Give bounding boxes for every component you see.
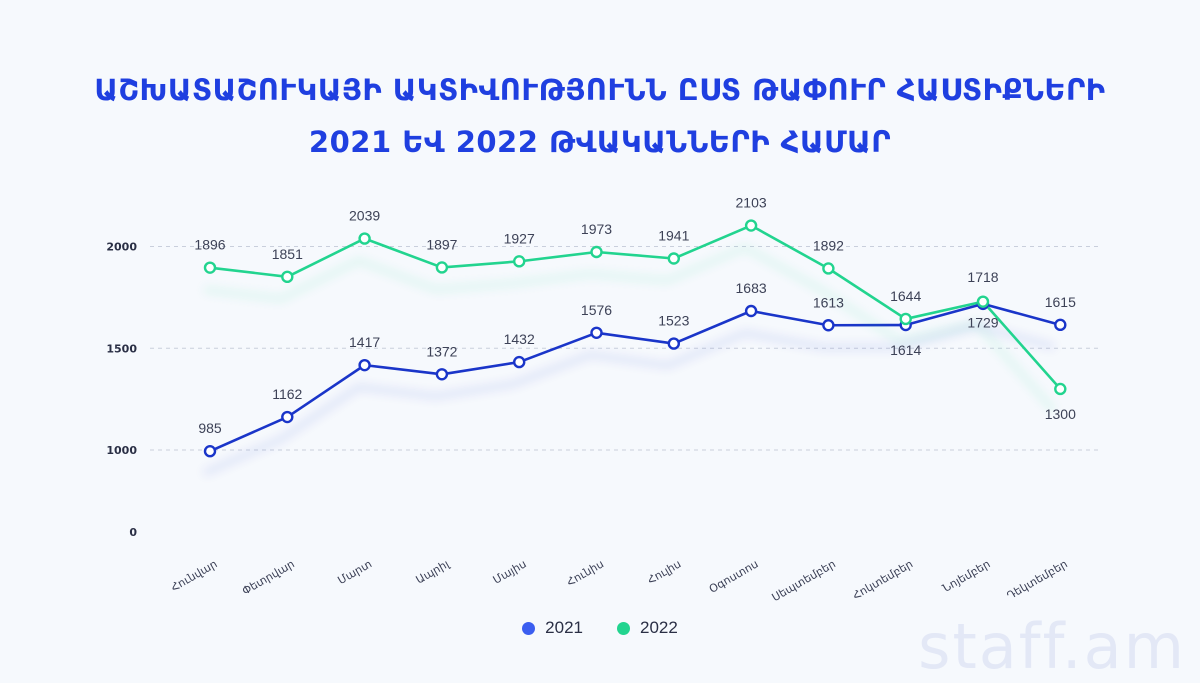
legend-label-2021: 2021 [545, 618, 583, 637]
point-2021-8[interactable] [822, 319, 835, 332]
point-2022-4[interactable] [513, 255, 526, 268]
point-2022-1[interactable] [281, 270, 294, 284]
data-label-2021-10: 1718 [967, 269, 998, 285]
point-2022-3[interactable] [435, 261, 449, 274]
x-axis-labels: Հունվար Փետրվար Մարտ Ապրիլ Մայիս Հունիս Հուլիս… [169, 557, 1070, 604]
data-label-2022-7: 2103 [736, 195, 767, 211]
series-line-2022 [209, 224, 1062, 390]
point-2021-4[interactable] [513, 355, 526, 369]
point-2022-7[interactable] [744, 219, 758, 232]
data-label-2021-8: 1613 [813, 294, 844, 310]
data-label-2021-2: 1417 [349, 334, 380, 350]
data-label-2021-4: 1432 [504, 331, 535, 347]
data-label-2022-6: 1941 [658, 228, 689, 244]
legend-item-2021[interactable]: 2021 [522, 618, 583, 638]
point-2022-5[interactable] [590, 245, 603, 259]
y-tick-label: 2000 [106, 241, 137, 254]
x-tick-label: Սեպտեմբեր [770, 557, 838, 604]
point-2022-9[interactable] [899, 312, 912, 326]
point-2022-6[interactable] [667, 252, 680, 265]
series-line-2021 [209, 302, 1061, 453]
data-label-2022-8: 1892 [813, 237, 844, 253]
x-tick-label: Մարտ [335, 557, 374, 587]
point-2021-11[interactable] [1054, 318, 1067, 332]
y-tick-label: 1000 [106, 444, 137, 457]
point-2021-5[interactable] [590, 326, 603, 339]
x-tick-label: Հունվար [169, 557, 220, 594]
legend-item-2022[interactable]: 2022 [617, 618, 678, 638]
point-2021-3[interactable] [435, 368, 449, 381]
legend: 2021 2022 [0, 618, 1200, 638]
x-tick-label: Փետրվար [240, 557, 297, 597]
chart-title-line-2: 2021 ԵՎ 2022 ԹՎԱԿԱՆՆԵՐԻ ՀԱՄԱՐ [308, 125, 892, 159]
legend-marker-2021 [522, 621, 536, 635]
point-2021-0[interactable] [203, 445, 217, 458]
chart-title: ԱՇԽԱՏԱՇՈՒԿԱՅԻ ԱԿՏԻՎՈՒԹՅՈՒՆՆ ԸՍՏ ԹԱՓՈՒՐ Հ… [0, 64, 1200, 168]
series-shadow-2022 [203, 244, 1057, 413]
y-tick-label: 1500 [106, 342, 137, 355]
point-2021-1[interactable] [281, 410, 294, 424]
data-label-2022-2: 2039 [349, 208, 380, 224]
data-label-2021-11: 1615 [1045, 294, 1076, 310]
data-label-2022-5: 1973 [581, 221, 612, 237]
chart-title-line-1: ԱՇԽԱՏԱՇՈՒԿԱՅԻ ԱԿՏԻՎՈՒԹՅՈՒՆՆ ԸՍՏ ԹԱՓՈՒՐ Հ… [94, 73, 1106, 107]
data-label-2021-7: 1683 [736, 280, 767, 296]
data-label-2022-11: 1300 [1045, 406, 1076, 422]
point-2021-2[interactable] [358, 358, 371, 372]
point-2022-10[interactable] [976, 295, 990, 308]
data-label-2022-0: 1896 [194, 237, 225, 253]
legend-label-2022: 2022 [640, 618, 678, 637]
grid-lines [150, 246, 1102, 451]
x-tick-label: Հունիս [564, 557, 606, 589]
x-tick-label: Դեկտեմբեր [1005, 557, 1070, 602]
point-2022-11[interactable] [1054, 382, 1067, 396]
point-2022-2[interactable] [358, 232, 371, 245]
data-label-2021-9: 1614 [890, 342, 921, 358]
data-label-2022-9: 1644 [890, 288, 921, 304]
data-label-2021-0: 985 [198, 420, 222, 436]
data-label-2022-1: 1851 [272, 246, 303, 262]
staff-am-logo: staff.am [918, 610, 1186, 683]
legend-marker-2022 [617, 621, 630, 635]
series-shadow-2021 [202, 322, 1056, 476]
point-2021-7[interactable] [744, 304, 758, 318]
x-tick-label: Հոկտեմբեր [850, 557, 915, 602]
y-tick-label: 0 [129, 526, 137, 539]
data-label-2022-10: 1729 [967, 315, 998, 331]
data-label-2022-3: 1897 [426, 236, 457, 252]
point-2022-8[interactable] [822, 262, 835, 275]
x-tick-label: Հուլիս [645, 557, 683, 587]
y-axis-labels: 0 1000 1500 2000 [106, 241, 137, 540]
data-label-2022-4: 1927 [504, 230, 535, 246]
data-label-2021-5: 1576 [581, 302, 612, 318]
point-2022-0[interactable] [203, 261, 217, 274]
data-label-2021-6: 1523 [658, 313, 689, 329]
point-2021-6[interactable] [667, 337, 680, 350]
data-label-2021-1: 1162 [272, 386, 302, 402]
series-group: 985 1162 1417 1372 1432 1576 1523 1683 1613 1614 1… [194, 195, 1076, 476]
x-tick-label: Նոյեմբեր [940, 557, 992, 595]
x-tick-label: Ապրիլ [414, 557, 453, 587]
data-label-2021-3: 1372 [426, 343, 457, 359]
x-tick-label: Մայիս [491, 557, 529, 586]
x-tick-label: Օգոստոս [707, 557, 761, 596]
